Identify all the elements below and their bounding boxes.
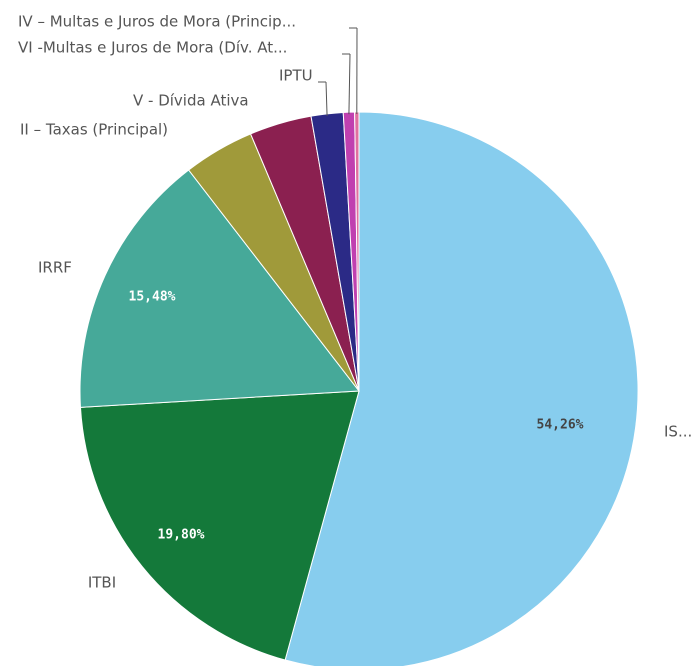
leader-line: [325, 81, 328, 116]
slice-label: IRRF: [38, 259, 72, 277]
value-label: 15,48%: [129, 290, 176, 305]
slice-label: IS...: [664, 423, 692, 441]
pie-slice: [284, 111, 639, 666]
pie-slice: [79, 390, 360, 661]
slice-label: IV – Multas e Juros de Mora (Princip...: [18, 13, 296, 31]
slice-label: IPTU: [279, 67, 313, 85]
slice-label: V - Dívida Ativa: [133, 92, 249, 110]
pie-slice: [79, 169, 360, 408]
leader-line: [348, 53, 351, 115]
slice-label: II – Taxas (Principal): [20, 121, 168, 139]
value-label: 19,80%: [158, 528, 205, 543]
value-label: 54,26%: [537, 418, 584, 433]
slice-label: VI -Multas e Juros de Mora (Dív. At...: [18, 39, 287, 57]
slice-label: ITBI: [88, 574, 116, 592]
